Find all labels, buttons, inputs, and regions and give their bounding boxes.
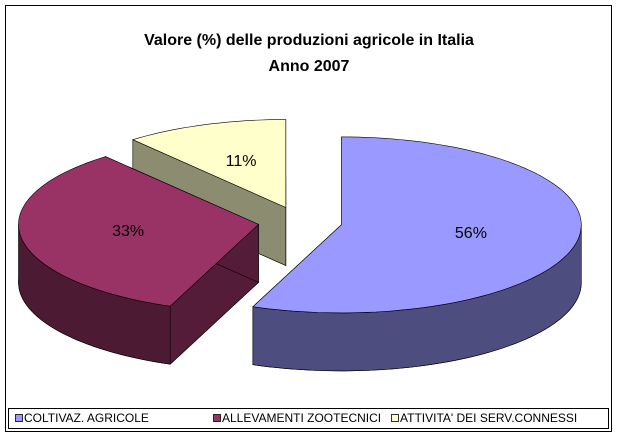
data-label: 11% [226, 153, 257, 170]
chart-subtitle: Anno 2007 [269, 58, 350, 75]
data-label: 56% [455, 225, 487, 242]
legend-label: ALLEVAMENTI ZOOTECNICI [222, 411, 381, 425]
legend-label: COLTIVAZ. AGRICOLE [24, 411, 149, 425]
chart-title: Valore (%) delle produzioni agricole in … [144, 32, 474, 49]
slice [18, 156, 260, 307]
slice [131, 119, 287, 208]
legend-label: ATTIVITA' DEI SERV.CONNESSI [400, 411, 577, 425]
legend-box [8, 408, 609, 429]
legend-swatch [391, 414, 399, 422]
data-label: 33% [112, 223, 144, 240]
legend-swatch [15, 414, 23, 422]
slice [252, 136, 582, 314]
legend-swatch [213, 414, 221, 422]
